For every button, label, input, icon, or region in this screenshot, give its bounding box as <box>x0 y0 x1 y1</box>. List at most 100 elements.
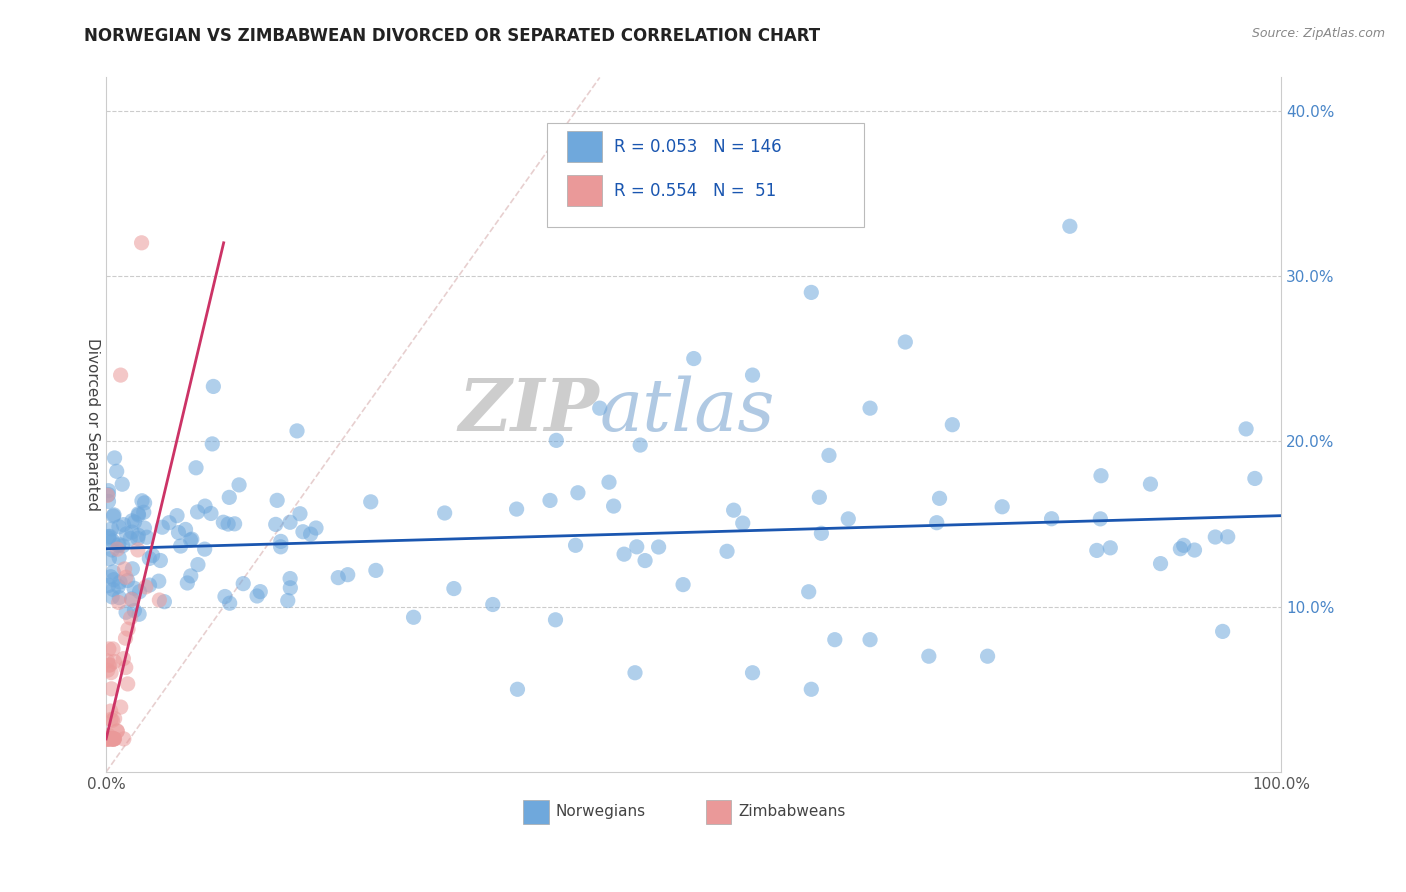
Point <box>506 682 529 697</box>
Point <box>299 527 322 541</box>
Point <box>111 477 134 491</box>
Point <box>1244 471 1267 485</box>
Text: R = 0.053   N = 146: R = 0.053 N = 146 <box>614 138 782 156</box>
Point <box>731 516 754 530</box>
Point <box>925 516 948 530</box>
Point <box>134 496 156 510</box>
Point <box>544 613 567 627</box>
Point <box>1149 557 1171 571</box>
Point <box>328 571 350 585</box>
Point <box>97 488 120 502</box>
Point <box>124 515 146 529</box>
Point <box>624 136 647 151</box>
Point <box>107 579 129 593</box>
Point <box>121 592 143 607</box>
Point <box>837 512 859 526</box>
Point <box>128 584 150 599</box>
Point <box>1204 530 1226 544</box>
Point <box>1040 512 1063 526</box>
Point <box>184 460 207 475</box>
Point <box>149 553 172 567</box>
Point <box>117 677 139 691</box>
Point <box>122 581 145 595</box>
Point <box>647 540 669 554</box>
Point <box>100 704 122 718</box>
Y-axis label: Divorced or Separated: Divorced or Separated <box>86 338 100 511</box>
Point <box>103 573 125 587</box>
Point <box>602 499 624 513</box>
Point <box>214 590 236 604</box>
Point <box>114 660 136 674</box>
Point <box>443 582 465 596</box>
Point <box>103 731 125 746</box>
Point <box>120 532 142 546</box>
Point <box>101 642 124 657</box>
Point <box>278 581 301 595</box>
Point <box>112 651 135 665</box>
Point <box>1173 538 1195 552</box>
Text: Zimbabweans: Zimbabweans <box>738 805 846 820</box>
Point <box>127 507 149 521</box>
Point <box>741 368 763 383</box>
Point <box>624 665 647 680</box>
Point <box>108 537 131 551</box>
Point <box>103 731 125 746</box>
Point <box>100 665 122 680</box>
Point <box>110 368 132 383</box>
Point <box>682 351 704 366</box>
Point <box>111 539 134 553</box>
Point <box>564 538 586 552</box>
Point <box>364 563 387 577</box>
Point <box>360 495 382 509</box>
Point <box>98 657 121 672</box>
Point <box>135 580 157 594</box>
Point <box>97 530 120 544</box>
Point <box>131 493 153 508</box>
Point <box>797 584 820 599</box>
Point <box>105 724 128 739</box>
Point <box>1216 530 1239 544</box>
Point <box>305 521 328 535</box>
Point <box>97 728 120 742</box>
Point <box>108 591 131 605</box>
Point <box>148 574 170 589</box>
Point <box>1184 543 1206 558</box>
Point <box>201 437 224 451</box>
Point <box>96 731 118 746</box>
Point <box>103 508 125 522</box>
Point <box>194 542 217 557</box>
Point <box>100 681 122 696</box>
Text: Norwegians: Norwegians <box>555 805 645 820</box>
Point <box>115 605 138 619</box>
Point <box>103 731 125 746</box>
Point <box>104 711 127 725</box>
Point <box>264 517 287 532</box>
Point <box>157 516 180 530</box>
Point <box>859 632 882 647</box>
FancyBboxPatch shape <box>523 800 550 824</box>
Point <box>1139 477 1161 491</box>
Point <box>800 285 823 300</box>
Point <box>110 700 132 714</box>
Point <box>1085 543 1108 558</box>
Point <box>97 494 120 508</box>
Point <box>628 438 651 452</box>
Point <box>218 596 240 610</box>
Point <box>336 567 359 582</box>
Point <box>217 517 239 532</box>
Text: R = 0.554   N =  51: R = 0.554 N = 51 <box>614 182 776 200</box>
Point <box>598 475 620 490</box>
Point <box>1170 541 1192 556</box>
Point <box>179 533 201 547</box>
Point <box>97 658 120 673</box>
Point <box>278 572 301 586</box>
Point <box>103 582 125 597</box>
Point <box>218 491 240 505</box>
Point <box>928 491 950 506</box>
Point <box>249 584 271 599</box>
Point <box>100 731 122 746</box>
Point <box>97 483 120 498</box>
Point <box>101 533 124 548</box>
Point <box>277 593 299 607</box>
Point <box>97 578 120 592</box>
